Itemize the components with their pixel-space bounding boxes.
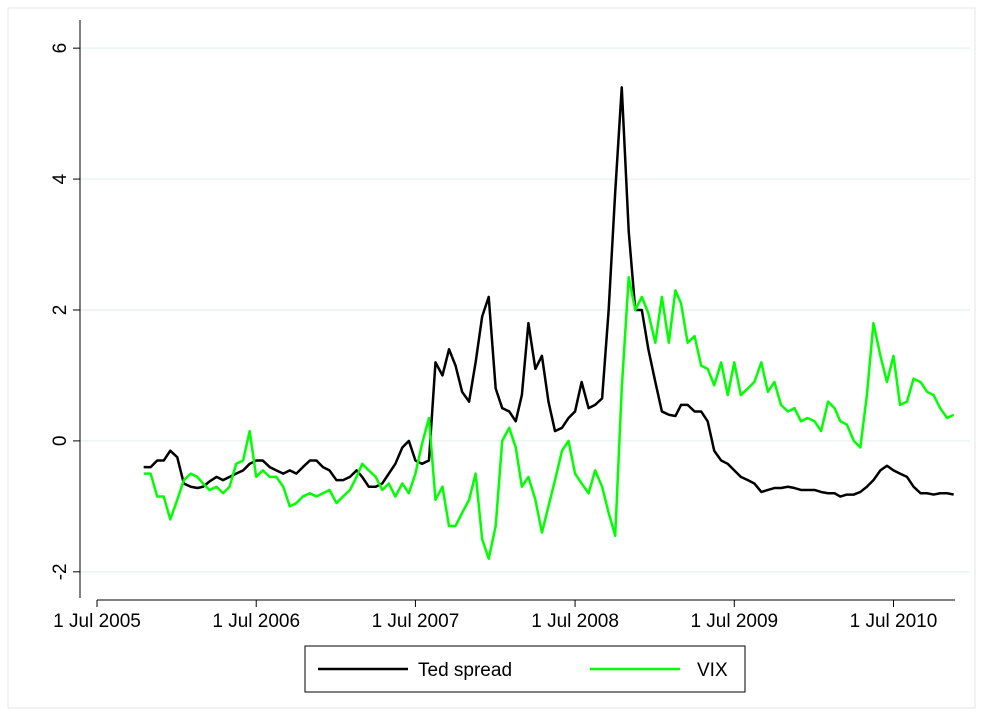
legend-label: VIX bbox=[697, 660, 728, 681]
x-tick-label: 1 Jul 2007 bbox=[372, 611, 460, 632]
x-tick-label: 1 Jul 2010 bbox=[850, 611, 938, 632]
series-line bbox=[143, 276, 955, 560]
y-tick-label: 6 bbox=[50, 43, 71, 54]
y-tick-label: 0 bbox=[50, 436, 71, 447]
axis-layer: -2 0 2 4 6 1 Jul 2005 1 Jul 2006 1 Jul 2007 1 Ju… bbox=[50, 20, 955, 632]
y-tick-label: 2 bbox=[50, 305, 71, 316]
legend-label: Ted spread bbox=[418, 660, 512, 681]
line-layer bbox=[143, 86, 955, 560]
series-line bbox=[143, 86, 954, 498]
x-tick-label: 1 Jul 2005 bbox=[53, 611, 141, 632]
chart-border bbox=[7, 7, 976, 709]
x-tick-label: 1 Jul 2008 bbox=[531, 611, 619, 632]
x-tick-label: 1 Jul 2009 bbox=[690, 611, 778, 632]
y-tick-label: -2 bbox=[50, 563, 71, 580]
x-tick-label: 1 Jul 2006 bbox=[212, 611, 300, 632]
legend: Ted spread VIX bbox=[304, 645, 746, 693]
y-tick-label: 4 bbox=[50, 173, 71, 184]
grid-layer bbox=[80, 47, 970, 573]
